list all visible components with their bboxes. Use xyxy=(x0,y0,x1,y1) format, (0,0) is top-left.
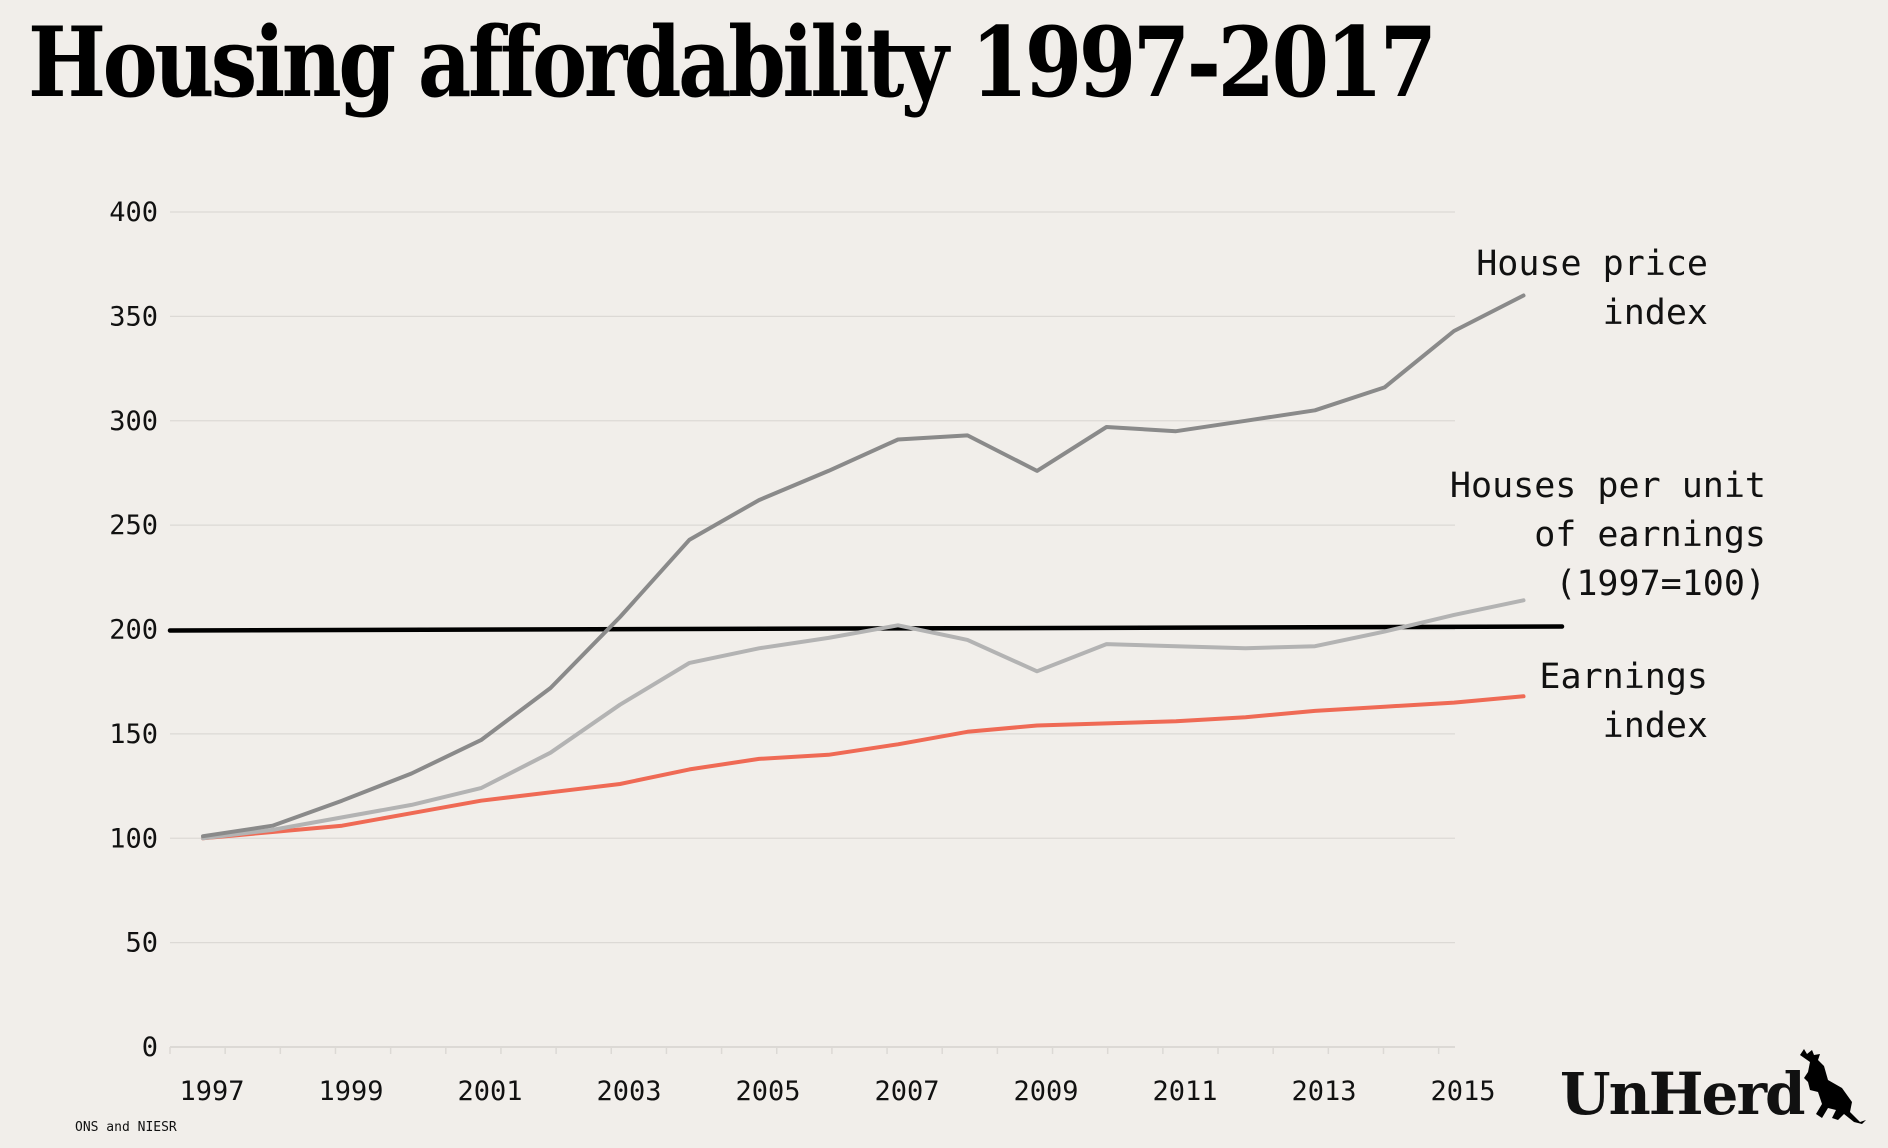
x-tick-label: 2003 xyxy=(596,1076,661,1107)
series-lines xyxy=(167,293,1565,841)
series-labels: House price index Houses per unit of earnin… xyxy=(1450,244,1766,746)
bull-icon xyxy=(1800,1049,1866,1124)
x-tick-label: 2011 xyxy=(1152,1076,1217,1107)
series-label: Earnings xyxy=(1539,657,1708,697)
y-axis-ticks: 0 50 100 150 200 250 300 350 400 xyxy=(109,197,158,1063)
x-tick-label: 2015 xyxy=(1430,1076,1495,1107)
source-note: ONS and NIESR xyxy=(75,1120,177,1135)
x-tick-label: 1997 xyxy=(179,1076,244,1107)
y-tick-label: 0 xyxy=(142,1032,158,1063)
series-label: (1997=100) xyxy=(1555,564,1766,604)
y-tick-label: 300 xyxy=(109,406,158,437)
y-tick-label: 250 xyxy=(109,510,158,541)
y-tick-label: 150 xyxy=(109,719,158,750)
x-tick-label: 2009 xyxy=(1013,1076,1078,1107)
series-label: House price xyxy=(1476,244,1708,284)
series-line-houses-per-unit-of-earnings-1997-100 xyxy=(201,598,1526,841)
x-tick-label: 2007 xyxy=(874,1076,939,1107)
series-line-earnings-index xyxy=(201,694,1526,841)
x-tick-label: 2001 xyxy=(457,1076,522,1107)
series-label: index xyxy=(1603,706,1708,746)
y-tick-label: 200 xyxy=(109,615,158,646)
unherd-logo[interactable]: UnHerd xyxy=(1560,1060,1806,1128)
series-label: Houses per unit xyxy=(1450,466,1766,506)
y-tick-label: 100 xyxy=(109,823,158,854)
x-tick-label: 2005 xyxy=(735,1076,800,1107)
series-line-reference-line xyxy=(167,624,1565,633)
y-tick-label: 50 xyxy=(125,928,158,959)
y-tick-label: 350 xyxy=(109,301,158,332)
x-axis: 1997 1999 2001 2003 2005 2007 2009 2011 2013 2015 xyxy=(169,1046,1496,1107)
series-label: of earnings xyxy=(1534,515,1766,555)
series-line-house-price-index xyxy=(201,293,1526,839)
gridlines xyxy=(170,211,1455,944)
x-tick-label: 1999 xyxy=(318,1076,383,1107)
chart-title: Housing affordability 1997-2017 xyxy=(28,6,1437,119)
x-tick-label: 2013 xyxy=(1291,1076,1356,1107)
series-label: index xyxy=(1603,293,1708,333)
y-tick-label: 400 xyxy=(109,197,158,228)
